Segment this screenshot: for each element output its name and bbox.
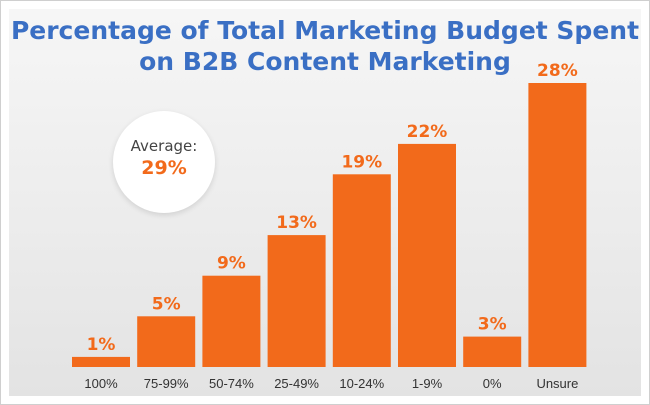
x-tick-label-6: 1-9% xyxy=(412,376,443,391)
x-tick-label-7: 0% xyxy=(483,376,502,391)
bar-8 xyxy=(528,83,587,367)
x-tick-label-1: 100% xyxy=(84,376,118,391)
bar-value-label-4: 13% xyxy=(276,213,317,233)
chart-title-line-1: Percentage of Total Marketing Budget Spe… xyxy=(10,16,640,45)
bar-4 xyxy=(267,235,326,367)
bar-5 xyxy=(332,174,391,367)
average-label: Average: xyxy=(130,137,198,155)
bar-3 xyxy=(202,275,261,367)
bar-1 xyxy=(72,356,130,367)
bar-7 xyxy=(463,336,522,367)
bar-value-label-2: 5% xyxy=(152,294,181,314)
chart-panel: Percentage of Total Marketing Budget Spe… xyxy=(9,9,641,396)
x-tick-label-5: 10-24% xyxy=(339,376,384,391)
x-tick-label-8: Unsure xyxy=(536,376,578,391)
x-tick-label-4: 25-49% xyxy=(274,376,319,391)
bar-2 xyxy=(137,316,196,367)
chart-title: Percentage of Total Marketing Budget Spe… xyxy=(9,15,641,77)
bar-value-label-7: 3% xyxy=(478,315,507,335)
bar-value-label-5: 19% xyxy=(341,152,382,172)
bar-value-label-6: 22% xyxy=(407,122,448,142)
bar-value-label-8: 28% xyxy=(537,61,578,81)
average-value: 29% xyxy=(141,157,187,179)
x-tick-label-2: 75-99% xyxy=(144,376,189,391)
average-badge: Average: 29% xyxy=(113,111,215,213)
bar-value-label-3: 9% xyxy=(217,254,246,274)
chart-title-line-2: on B2B Content Marketing xyxy=(139,47,511,76)
bar-chart: 1% 100% 5% 75-99% 9% 50-74% 13% 25-49% 19% 10-24%… xyxy=(72,61,587,391)
bar-6 xyxy=(398,143,456,367)
x-tick-label-3: 50-74% xyxy=(209,376,254,391)
bar-value-label-1: 1% xyxy=(87,335,116,355)
